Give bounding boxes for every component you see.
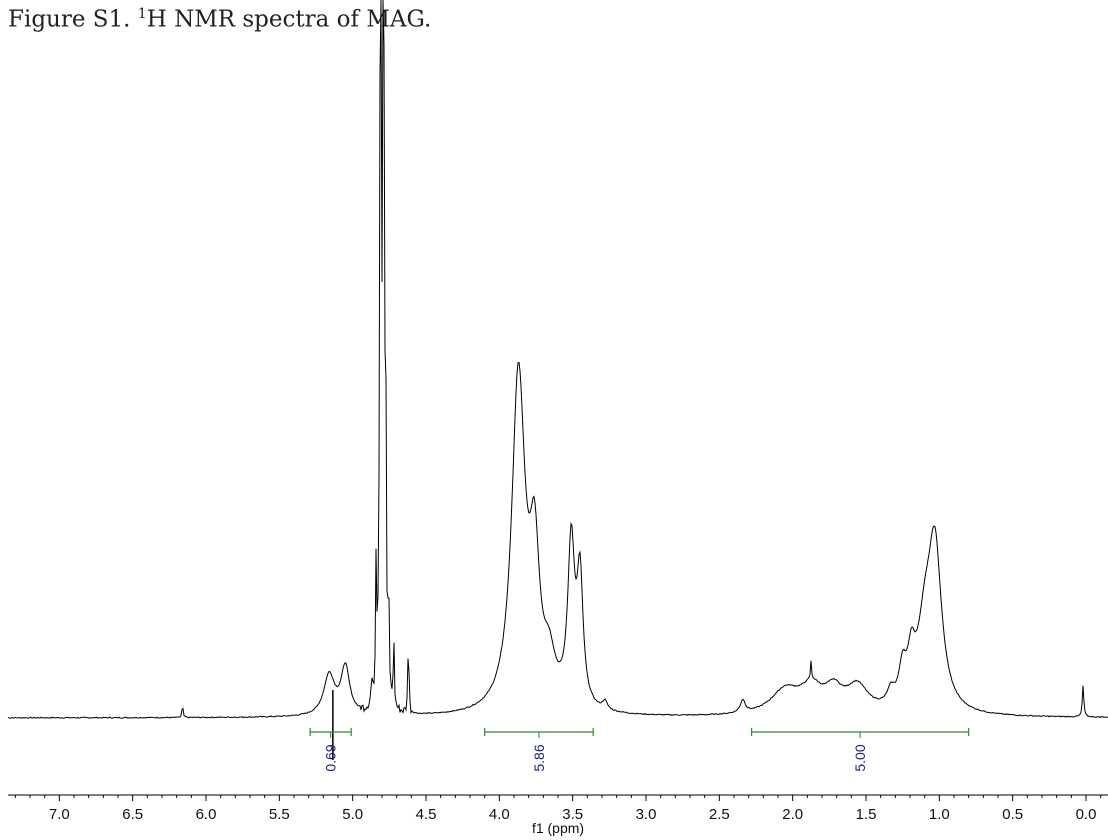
x-tick-label: 1.5	[856, 806, 877, 823]
caption-superscript: 1	[137, 6, 147, 22]
integral-1: 5.86	[484, 728, 594, 772]
x-axis-title: f1 (ppm)	[532, 820, 584, 836]
x-tick-label: 5.0	[342, 806, 363, 823]
x-axis: 7.0 6.5 6.0 5.5 5.0 4.5 4.0 3.5 3.0 2.5 2.0 1.5 1.0 0…	[8, 794, 1108, 823]
integral-2: 5.00	[750, 728, 970, 772]
x-tick-label: 0.5	[1002, 806, 1023, 823]
integral-0: 0.69	[309, 728, 352, 772]
x-tick-label: 7.0	[49, 806, 70, 823]
x-tick-label: 3.0	[636, 806, 657, 823]
integral-label: 5.86	[531, 744, 547, 771]
x-tick-label: 2.0	[782, 806, 803, 823]
spectrum-line	[7, 0, 1108, 719]
integral-label: 5.00	[852, 744, 868, 771]
x-tick-label: 5.5	[269, 806, 290, 823]
x-tick-label: 0.0	[1076, 806, 1097, 823]
x-tick-label: 1.0	[929, 806, 950, 823]
integral-layer: 0.69 5.86 5.00	[309, 728, 970, 772]
integral-label: 0.69	[323, 744, 339, 771]
x-tick-label: 2.5	[709, 806, 730, 823]
x-tick-label: 3.5	[562, 806, 583, 823]
x-tick-label: 4.0	[489, 806, 510, 823]
x-tick-label: 4.5	[416, 806, 437, 823]
spectrum-layer	[7, 0, 1108, 760]
caption-prefix: Figure S1.	[8, 6, 138, 33]
x-tick-label: 6.0	[196, 806, 217, 823]
x-tick-label: 6.5	[122, 806, 143, 823]
